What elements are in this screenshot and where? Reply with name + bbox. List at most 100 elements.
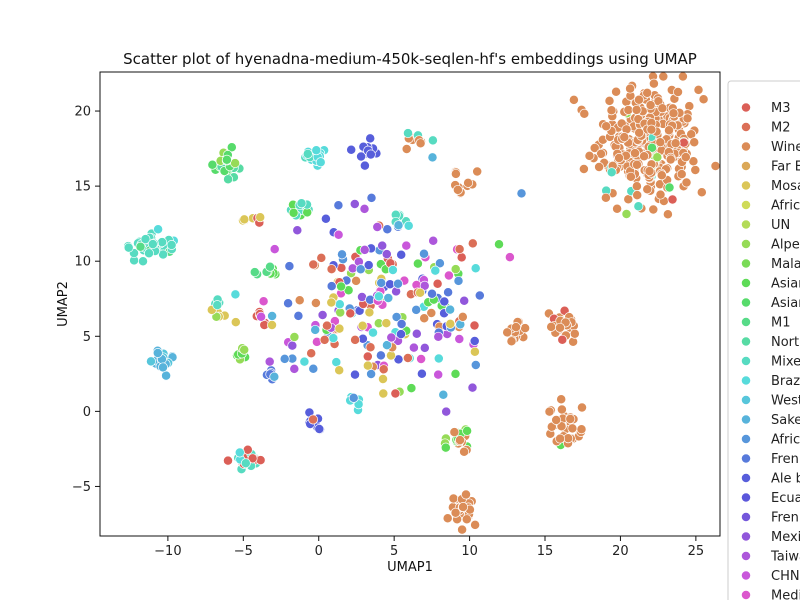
legend-label: Braz [771, 374, 800, 389]
data-point [144, 248, 154, 259]
data-point [449, 427, 460, 438]
data-point [387, 265, 398, 275]
data-point [226, 142, 237, 153]
data-point [284, 261, 295, 272]
data-point [450, 368, 461, 379]
x-tick-label: −10 [154, 544, 181, 559]
data-point [450, 507, 461, 518]
data-point [396, 329, 406, 340]
data-point [335, 307, 346, 318]
data-point [289, 332, 300, 342]
data-point [362, 360, 373, 371]
legend-marker [741, 200, 751, 210]
data-point [459, 446, 470, 457]
data-point [681, 177, 692, 188]
data-point [289, 363, 300, 374]
data-point [406, 383, 417, 394]
data-point [161, 370, 172, 381]
legend-label: Fren [771, 511, 799, 526]
data-point [693, 84, 704, 95]
legend-marker [741, 570, 751, 581]
data-point [311, 145, 322, 156]
data-point [470, 263, 481, 274]
legend-marker [741, 395, 751, 405]
data-point [279, 353, 290, 364]
data-point [656, 170, 667, 181]
legend: M3 M2 Wine Far E Mosa Afric UN Alpe Mala Asian As… [727, 80, 800, 600]
data-point [375, 350, 386, 361]
x-tick-label: 15 [537, 544, 554, 559]
data-point [403, 220, 414, 231]
legend-marker [741, 473, 751, 483]
data-point [450, 168, 461, 179]
data-point [393, 278, 403, 289]
data-point [454, 244, 465, 255]
data-point [623, 105, 634, 115]
legend-label: Mixe [771, 355, 800, 370]
legend-marker [741, 512, 751, 522]
data-point [390, 388, 401, 399]
legend-marker [741, 453, 751, 464]
data-point [601, 121, 612, 132]
data-point [283, 298, 294, 309]
data-point [373, 291, 384, 302]
data-point [315, 157, 326, 168]
data-point [673, 87, 683, 97]
data-point [256, 311, 267, 322]
data-point [648, 204, 659, 215]
data-point [365, 342, 376, 353]
data-point [684, 101, 695, 112]
data-point [366, 369, 377, 379]
legend-marker [741, 551, 751, 561]
data-point [634, 94, 644, 105]
data-point [258, 296, 269, 307]
legend-label: M3 [771, 101, 791, 116]
data-point [314, 424, 325, 434]
data-point [457, 524, 468, 535]
y-tick-label: 10 [74, 255, 91, 270]
data-point [556, 421, 567, 432]
data-point [632, 159, 642, 170]
data-point [294, 295, 305, 306]
legend-label: Fren [771, 452, 799, 467]
data-point [230, 158, 241, 169]
data-point [382, 340, 392, 351]
data-point [614, 153, 625, 163]
data-point [322, 320, 332, 331]
legend-marker [741, 336, 751, 347]
data-point [577, 402, 587, 413]
legend-marker [741, 102, 751, 113]
data-point [386, 350, 396, 361]
data-point [668, 108, 679, 119]
data-point [337, 249, 347, 260]
data-point [469, 336, 480, 346]
data-point [594, 162, 605, 172]
data-point [240, 458, 251, 469]
data-point [230, 289, 241, 300]
legend-label: Afric [771, 199, 800, 214]
data-point [546, 321, 557, 332]
legend-label: Medi [771, 589, 800, 600]
data-point [555, 433, 566, 444]
data-point [469, 346, 480, 357]
data-point [689, 137, 700, 148]
data-point [621, 209, 632, 219]
data-point [336, 281, 347, 292]
data-point [207, 159, 218, 170]
data-point [455, 435, 465, 446]
data-point [439, 296, 450, 307]
data-point [655, 137, 666, 148]
data-point [645, 100, 656, 111]
data-point [296, 198, 307, 209]
legend-label: Wine [771, 140, 800, 155]
data-point [363, 260, 374, 271]
data-point [665, 154, 676, 165]
legend-label: Mala [771, 257, 800, 272]
data-point [382, 224, 393, 235]
data-point [428, 235, 439, 246]
data-point [135, 241, 146, 252]
data-point [267, 311, 278, 321]
data-point [442, 513, 453, 524]
data-point [690, 165, 701, 175]
data-point [415, 287, 426, 298]
